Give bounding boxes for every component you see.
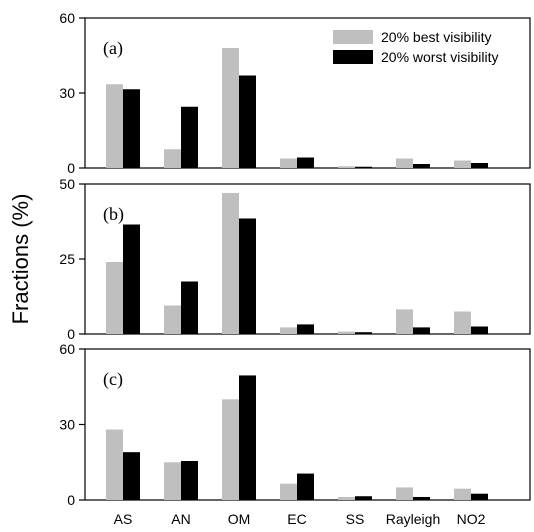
bar-best-as <box>106 262 123 334</box>
legend-label: 20% best visibility <box>381 29 492 45</box>
legend-label: 20% worst visibility <box>381 49 498 65</box>
y-tick-label: 30 <box>59 85 75 101</box>
bar-best-rayleigh <box>396 487 413 500</box>
bar-best-ss <box>338 166 355 168</box>
bar-best-no2 <box>454 488 471 500</box>
bar-best-om <box>222 193 239 334</box>
bar-worst-rayleigh <box>413 164 430 168</box>
bar-best-as <box>106 84 123 168</box>
y-tick-label: 0 <box>67 160 75 176</box>
bar-best-an <box>164 305 181 334</box>
bar-worst-rayleigh <box>413 327 430 334</box>
legend-swatch <box>333 50 373 64</box>
bar-best-ec <box>280 158 297 168</box>
panel-3: 0 30 60 (c) <box>59 341 531 508</box>
bar-worst-no2 <box>471 493 488 500</box>
y-tick-label: 30 <box>59 417 75 433</box>
panel-label: (a) <box>103 38 123 59</box>
bar-best-an <box>164 149 181 168</box>
legend-swatch <box>333 30 373 44</box>
bar-best-ss <box>338 331 355 334</box>
bar-best-om <box>222 48 239 168</box>
bar-worst-om <box>239 75 256 168</box>
x-tick-label: SS <box>346 511 365 527</box>
bar-best-rayleigh <box>396 158 413 168</box>
x-tick-label: Rayleigh <box>386 511 440 527</box>
bar-best-om <box>222 399 239 500</box>
x-tick-label: NO2 <box>457 511 486 527</box>
bar-worst-an <box>181 460 198 500</box>
y-tick-label: 0 <box>67 326 75 342</box>
y-axis-label: Fractions (%) <box>8 194 33 325</box>
panel-1: 0 30 60 (a) <box>59 10 531 176</box>
bar-worst-ec <box>297 324 314 334</box>
bar-best-ss <box>338 496 355 500</box>
x-tick-label: AN <box>171 511 190 527</box>
bar-worst-rayleigh <box>413 496 430 500</box>
bar-worst-an <box>181 106 198 168</box>
bar-worst-no2 <box>471 163 488 168</box>
bar-worst-no2 <box>471 326 488 334</box>
bar-worst-an <box>181 281 198 334</box>
y-tick-label: 50 <box>59 176 75 192</box>
y-tick-label: 0 <box>67 492 75 508</box>
bar-best-an <box>164 462 181 500</box>
panel-label: (b) <box>103 204 124 225</box>
y-tick-label: 60 <box>59 341 75 357</box>
bar-worst-ec <box>297 473 314 500</box>
bar-worst-as <box>123 224 140 334</box>
legend: 20% best visibility 20% worst visibility <box>333 29 498 65</box>
bar-worst-ss <box>355 496 372 500</box>
bar-worst-om <box>239 218 256 334</box>
bar-worst-ec <box>297 157 314 168</box>
panel-label: (c) <box>103 369 123 390</box>
bar-worst-ss <box>355 166 372 168</box>
panels: 0 30 60 (a) 0 25 50 (b) 0 30 60 (c) <box>59 10 531 508</box>
bar-best-ec <box>280 483 297 500</box>
bar-best-no2 <box>454 311 471 334</box>
panel-2: 0 25 50 (b) <box>59 176 531 342</box>
bar-worst-as <box>123 89 140 168</box>
x-tick-label: EC <box>287 511 306 527</box>
bar-worst-om <box>239 375 256 500</box>
x-tick-labels: AS AN OM EC SS Rayleigh NO2 <box>114 511 486 527</box>
y-tick-label: 60 <box>59 10 75 26</box>
x-tick-label: OM <box>228 511 251 527</box>
bar-best-ec <box>280 327 297 334</box>
bar-best-as <box>106 429 123 500</box>
bar-best-no2 <box>454 160 471 168</box>
bar-worst-ss <box>355 332 372 334</box>
bar-best-rayleigh <box>396 309 413 334</box>
bar-worst-as <box>123 452 140 500</box>
y-tick-label: 25 <box>59 251 75 267</box>
x-tick-label: AS <box>114 511 133 527</box>
